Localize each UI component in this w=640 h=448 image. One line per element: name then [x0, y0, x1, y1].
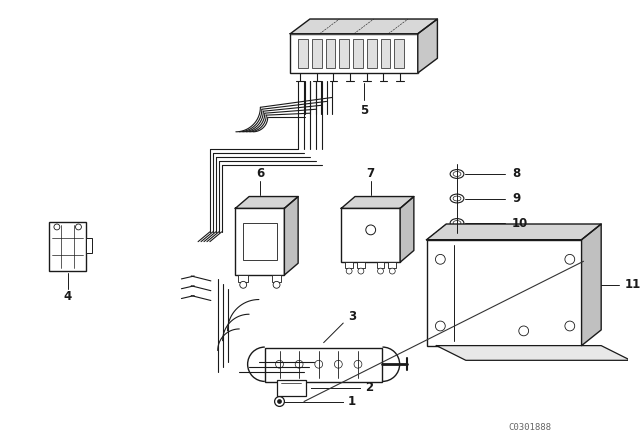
Bar — [367, 39, 376, 68]
Bar — [236, 208, 284, 275]
Text: 8: 8 — [512, 168, 520, 181]
Circle shape — [273, 281, 280, 288]
Polygon shape — [582, 224, 601, 345]
Bar — [357, 262, 365, 268]
Circle shape — [565, 321, 575, 331]
Bar — [276, 380, 306, 396]
Circle shape — [565, 254, 575, 264]
Bar — [339, 39, 349, 68]
Circle shape — [335, 360, 342, 368]
Circle shape — [366, 225, 376, 235]
Polygon shape — [418, 19, 437, 73]
Circle shape — [315, 360, 323, 368]
Circle shape — [519, 326, 529, 336]
Circle shape — [378, 268, 383, 274]
Bar — [291, 34, 418, 73]
Bar — [238, 275, 248, 282]
Bar — [341, 208, 400, 262]
Circle shape — [354, 360, 362, 368]
Circle shape — [76, 224, 81, 230]
Circle shape — [435, 321, 445, 331]
Bar — [376, 262, 385, 268]
Bar — [49, 222, 86, 271]
Circle shape — [389, 268, 396, 274]
Bar — [86, 238, 92, 254]
Bar — [265, 348, 383, 382]
Ellipse shape — [450, 219, 464, 228]
Bar — [381, 39, 390, 68]
Text: 9: 9 — [512, 192, 520, 205]
Ellipse shape — [450, 194, 464, 203]
Bar — [326, 39, 335, 68]
Text: 11: 11 — [625, 278, 640, 291]
Bar — [427, 240, 582, 345]
Circle shape — [435, 254, 445, 264]
Bar — [388, 262, 396, 268]
Bar — [394, 39, 404, 68]
Text: 7: 7 — [367, 167, 375, 180]
Circle shape — [278, 400, 282, 404]
Polygon shape — [284, 197, 298, 275]
Text: 3: 3 — [348, 310, 356, 323]
Polygon shape — [291, 19, 437, 34]
Bar — [345, 262, 353, 268]
Circle shape — [240, 281, 246, 288]
Text: C0301888: C0301888 — [508, 423, 551, 432]
Text: 4: 4 — [63, 290, 72, 303]
Ellipse shape — [450, 170, 464, 178]
Ellipse shape — [453, 220, 461, 225]
Text: 2: 2 — [365, 381, 373, 394]
Circle shape — [54, 224, 60, 230]
Ellipse shape — [453, 172, 461, 177]
Text: 10: 10 — [512, 216, 528, 229]
Polygon shape — [400, 197, 414, 262]
Polygon shape — [427, 224, 601, 240]
Circle shape — [275, 396, 284, 406]
Text: 1: 1 — [348, 395, 356, 408]
Circle shape — [295, 360, 303, 368]
Bar — [271, 275, 282, 282]
Bar — [353, 39, 363, 68]
Text: 5: 5 — [360, 104, 368, 117]
Circle shape — [346, 268, 352, 274]
Bar — [312, 39, 322, 68]
Circle shape — [358, 268, 364, 274]
Text: 6: 6 — [256, 167, 264, 180]
Bar — [243, 223, 276, 260]
Circle shape — [276, 360, 284, 368]
Polygon shape — [341, 197, 414, 208]
Polygon shape — [236, 197, 298, 208]
Ellipse shape — [453, 196, 461, 201]
Bar — [298, 39, 308, 68]
Polygon shape — [436, 345, 630, 360]
